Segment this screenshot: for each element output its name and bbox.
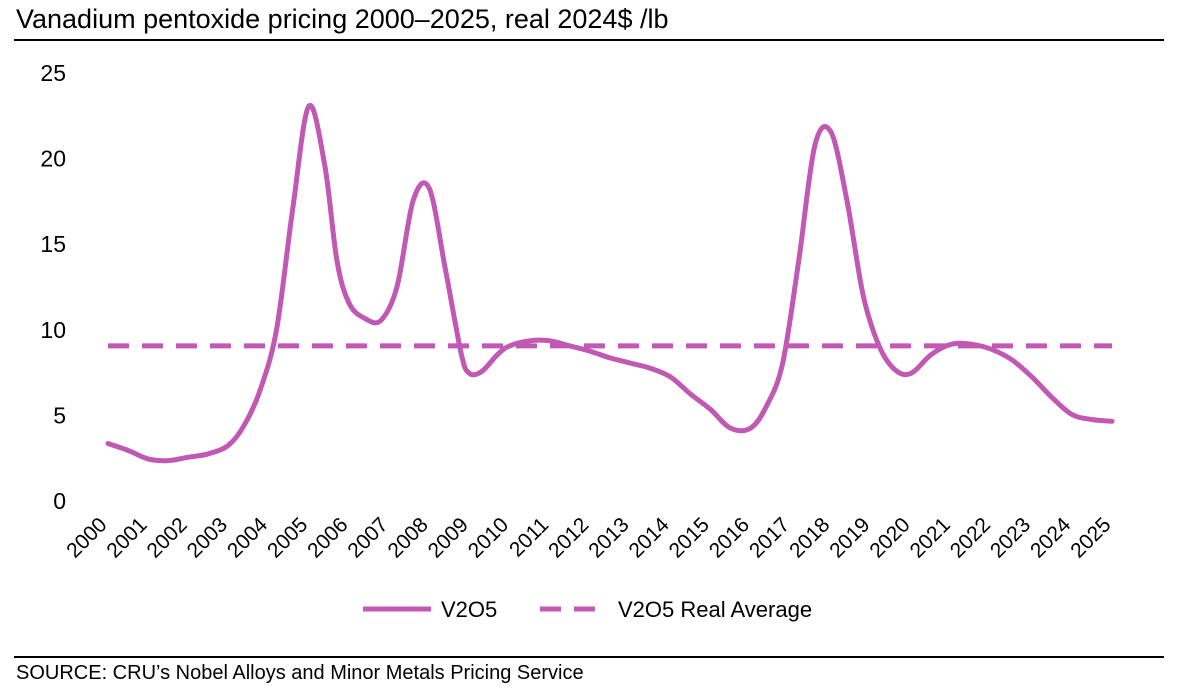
- x-tick-label: 2011: [505, 513, 553, 561]
- series-line-v2o5: [105, 103, 1115, 464]
- x-tick-label: 2006: [303, 513, 352, 562]
- x-tick-label: 2015: [665, 513, 714, 562]
- x-tick-label: 2025: [1066, 513, 1115, 562]
- x-tick-label: 2005: [263, 513, 312, 562]
- x-tick-label: 2002: [143, 513, 192, 562]
- y-axis: 0 5 10 15 20 25: [40, 60, 66, 514]
- x-tick-label: 2012: [544, 513, 593, 562]
- x-tick-label: 2003: [183, 513, 232, 562]
- plot-area: [105, 103, 1115, 464]
- y-tick-label: 10: [40, 317, 66, 343]
- source-note: SOURCE: CRU’s Nobel Alloys and Minor Met…: [16, 662, 584, 684]
- x-tick-label: 2021: [906, 513, 955, 562]
- x-tick-label: 2010: [464, 513, 513, 562]
- x-tick-label: 2001: [102, 513, 151, 562]
- x-tick-label: 2013: [584, 513, 633, 562]
- x-tick-label: 2020: [865, 513, 914, 562]
- x-tick-label: 2024: [1026, 513, 1076, 563]
- legend-item-real-average-label: V2O5 Real Average: [618, 597, 812, 622]
- chart-title: Vanadium pentoxide pricing 2000–2025, re…: [16, 4, 669, 34]
- footer-divider: [14, 656, 1164, 658]
- x-tick-label: 2023: [986, 513, 1035, 562]
- x-tick-label: 2017: [745, 513, 794, 562]
- x-tick-label: 2018: [785, 513, 834, 562]
- x-tick-label: 2008: [384, 513, 433, 562]
- title-divider: [14, 39, 1164, 41]
- y-tick-label: 20: [40, 146, 66, 172]
- y-tick-label: 15: [40, 231, 66, 257]
- x-tick-label: 2007: [343, 513, 392, 562]
- x-tick-label: 2022: [946, 513, 995, 562]
- x-axis: 2000200120022003200420052006200720082009…: [62, 513, 1115, 563]
- x-tick-label: 2009: [424, 513, 473, 562]
- y-tick-label: 0: [53, 488, 66, 514]
- y-tick-label: 25: [40, 60, 66, 86]
- x-tick-label: 2004: [223, 513, 273, 563]
- y-tick-label: 5: [53, 402, 66, 428]
- legend: V2O5 V2O5 Real Average: [363, 597, 812, 622]
- x-tick-label: 2014: [624, 513, 674, 563]
- x-tick-label: 2016: [705, 513, 754, 562]
- x-tick-label: 2000: [62, 513, 111, 562]
- legend-item-v2o5-label: V2O5: [441, 597, 497, 622]
- x-tick-label: 2019: [825, 513, 874, 562]
